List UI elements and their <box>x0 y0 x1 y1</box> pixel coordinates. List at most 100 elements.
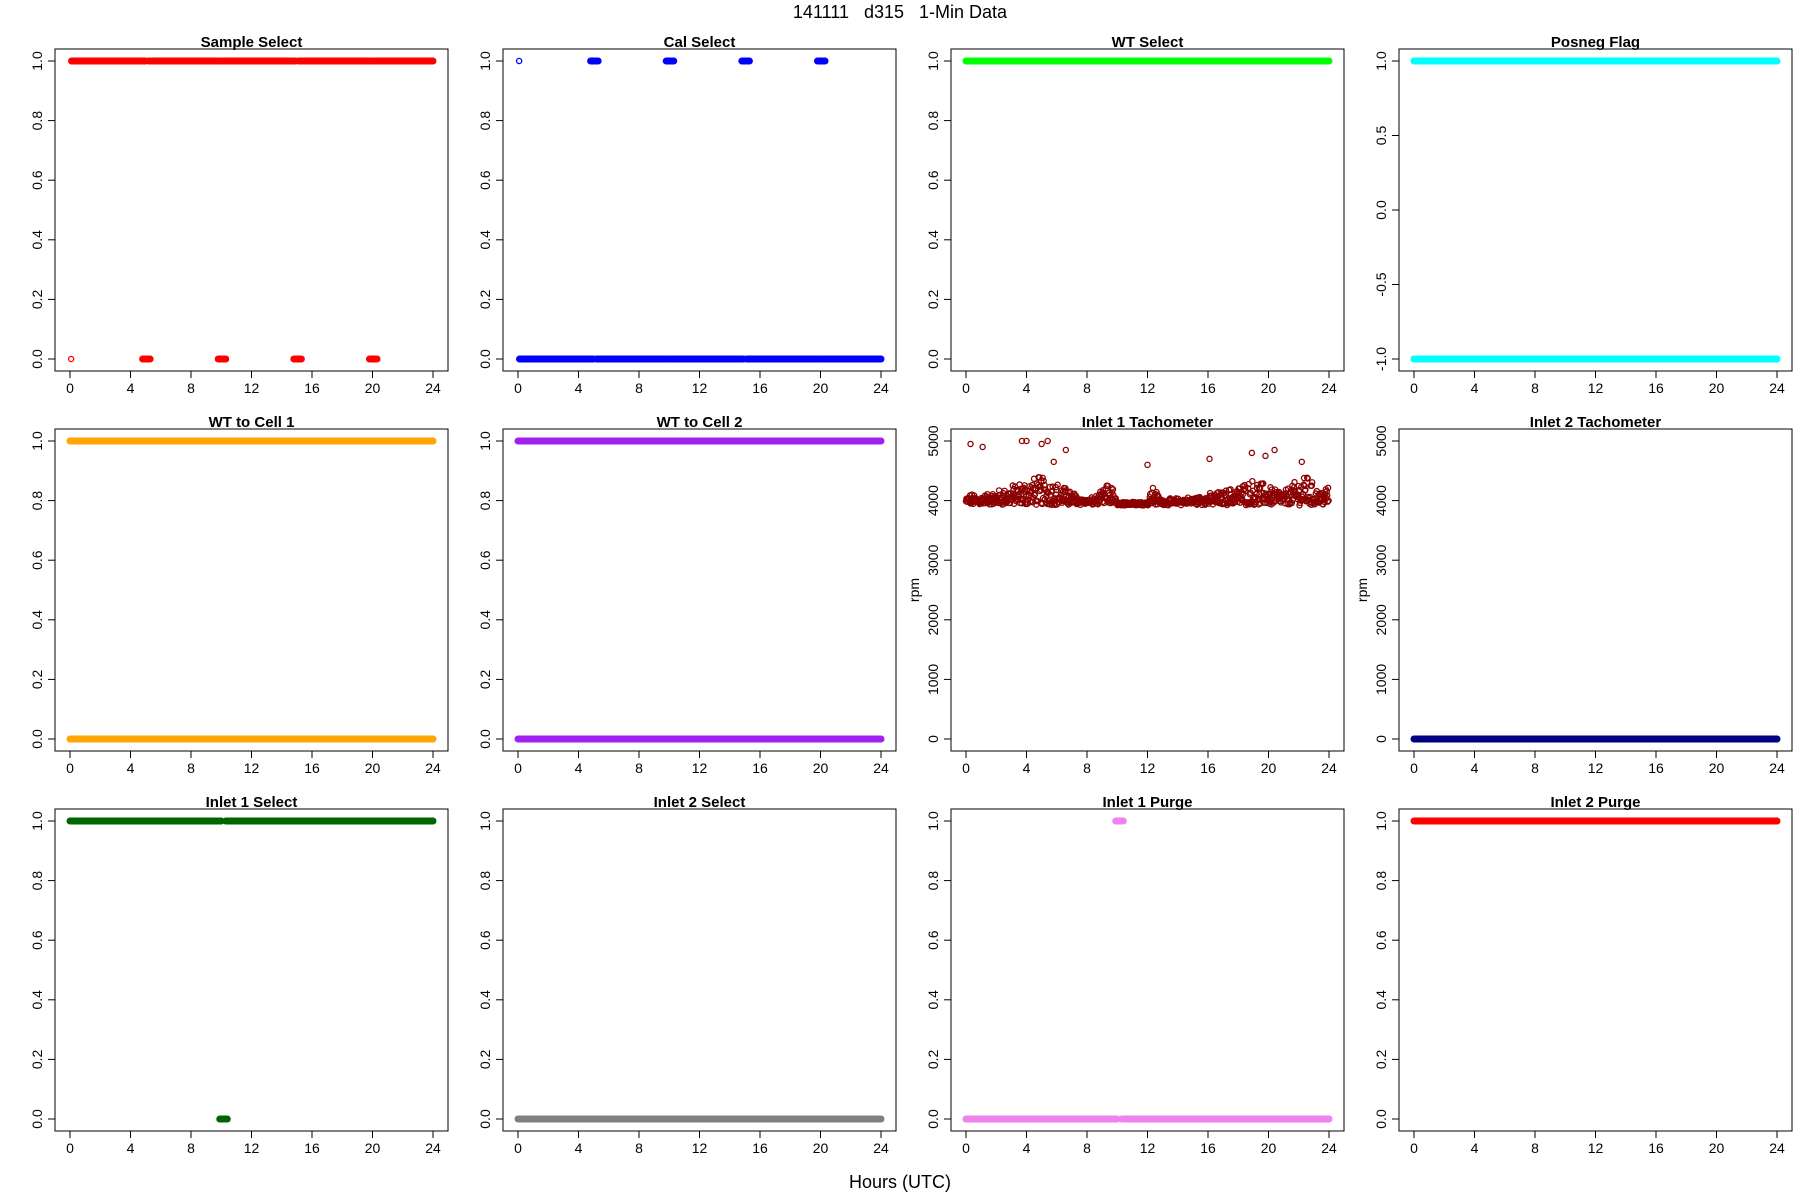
x-tick-label: 20 <box>365 380 381 396</box>
data-point <box>1288 499 1296 507</box>
x-tick-label: 8 <box>1083 380 1091 396</box>
x-tick-label: 24 <box>1769 1140 1785 1156</box>
y-tick-label: 0.8 <box>29 871 45 891</box>
x-tick-label: 24 <box>425 380 441 396</box>
y-tick-label: 0.8 <box>29 111 45 131</box>
y-tick-label: 1.0 <box>29 51 45 71</box>
y-tick-label: -0.5 <box>1373 272 1389 296</box>
y-tick-label: 1.0 <box>925 811 941 831</box>
data-point <box>967 440 974 448</box>
data-point <box>1047 491 1054 499</box>
y-tick-label: 0.2 <box>477 1049 493 1069</box>
y-tick-label: 0 <box>1373 735 1389 743</box>
plot-frame <box>502 48 897 372</box>
x-tick-label: 24 <box>873 1140 889 1156</box>
x-tick-label: 16 <box>752 760 768 776</box>
data-point <box>1300 481 1307 488</box>
y-tick-label: 5000 <box>1373 425 1389 456</box>
y-tick-label: 0.8 <box>29 491 45 511</box>
y-tick-label: 5000 <box>925 425 941 456</box>
x-tick-label: 0 <box>962 760 970 776</box>
panel: WT Select 0 4 8 12 16 20 24 0.0 0.2 0.4 0.6 0.8 1.0 <box>925 34 1345 396</box>
data-point <box>1018 437 1026 445</box>
x-tick-label: 8 <box>635 380 643 396</box>
y-tick-label: 0.6 <box>477 930 493 950</box>
x-tick-label: 4 <box>575 760 583 776</box>
y-tick-label: 0.6 <box>925 170 941 190</box>
y-tick-label: 3000 <box>925 544 941 575</box>
x-tick-label: 16 <box>1200 1140 1216 1156</box>
y-tick-label: 0.4 <box>925 990 941 1010</box>
x-tick-label: 8 <box>187 380 195 396</box>
data-point <box>1023 437 1030 445</box>
y-tick-label: 0.6 <box>29 550 45 570</box>
x-tick-label: 0 <box>514 380 522 396</box>
y-tick-label: 1.0 <box>477 431 493 451</box>
x-tick-label: 20 <box>813 380 829 396</box>
x-tick-label: 4 <box>127 760 135 776</box>
x-tick-label: 4 <box>1023 1140 1031 1156</box>
y-tick-label: 0.4 <box>29 230 45 250</box>
data-point <box>1050 458 1057 466</box>
y-tick-label: -1.0 <box>1373 347 1389 371</box>
x-tick-label: 16 <box>304 1140 320 1156</box>
panel-title: Inlet 1 Tachometer <box>1082 414 1214 431</box>
data-point <box>1109 486 1117 493</box>
figure-x-axis-label: Hours (UTC) <box>849 1172 951 1192</box>
y-tick-label: 0.6 <box>29 170 45 190</box>
x-tick-label: 8 <box>635 760 643 776</box>
data-point <box>1153 491 1161 498</box>
y-tick-label: 0.4 <box>29 990 45 1010</box>
y-tick-label: 1000 <box>925 664 941 695</box>
x-tick-label: 8 <box>1083 1140 1091 1156</box>
data-point <box>1033 501 1040 508</box>
data-point <box>1038 440 1045 448</box>
y-tick-label: 0.2 <box>477 289 493 309</box>
data-points <box>962 817 1333 1123</box>
data-point <box>1054 481 1061 488</box>
x-tick-label: 0 <box>514 760 522 776</box>
data-point <box>1206 455 1213 463</box>
data-point <box>1259 480 1267 487</box>
y-tick-label: 0.6 <box>477 170 493 190</box>
panel: Inlet 2 Tachometer 0 4 8 12 16 20 24 0 1000 2000 30… <box>1354 414 1793 776</box>
data-point <box>1062 446 1070 454</box>
x-tick-label: 12 <box>692 380 708 396</box>
y-tick-label: 0.6 <box>925 930 941 950</box>
x-tick-label: 12 <box>692 760 708 776</box>
y-tick-label: 0.2 <box>477 669 493 689</box>
y-tick-label: 3000 <box>1373 544 1389 575</box>
y-tick-label: 0.0 <box>477 349 493 369</box>
y-tick-label: 0.0 <box>1373 200 1389 220</box>
x-tick-label: 4 <box>127 380 135 396</box>
panel: Inlet 1 Select 0 4 8 12 16 20 24 0.0 0.2 0.4 0.6 0.8… <box>29 794 449 1156</box>
y-tick-label: 0.0 <box>477 1109 493 1129</box>
x-tick-label: 20 <box>1261 1140 1277 1156</box>
y-tick-label: 0.2 <box>29 1049 45 1069</box>
y-tick-label: 0.4 <box>477 610 493 630</box>
data-point <box>1308 479 1316 486</box>
data-point <box>1149 484 1157 492</box>
y-tick-label: 4000 <box>1373 485 1389 516</box>
x-tick-label: 12 <box>692 1140 708 1156</box>
x-tick-label: 20 <box>365 1140 381 1156</box>
data-point <box>1291 478 1298 486</box>
x-tick-label: 0 <box>962 380 970 396</box>
data-point <box>1308 482 1316 489</box>
y-tick-label: 1.0 <box>477 811 493 831</box>
x-tick-label: 8 <box>187 760 195 776</box>
x-tick-label: 16 <box>1200 380 1216 396</box>
data-point <box>1248 449 1256 457</box>
panel: Sample Select 0 4 8 12 16 20 24 0.0 0.2 0.4 0.6 0.8 1… <box>29 34 449 396</box>
x-tick-label: 20 <box>1709 1140 1725 1156</box>
y-tick-label: 0.6 <box>1373 930 1389 950</box>
panel: Inlet 1 Tachometer 0 4 8 12 16 20 24 0 1000 2000 30… <box>906 414 1345 776</box>
data-points <box>962 437 1332 509</box>
y-tick-label: 1000 <box>1373 664 1389 695</box>
data-point <box>1325 497 1332 504</box>
y-tick-label: 1.0 <box>1373 811 1389 831</box>
y-tick-label: 0.6 <box>477 550 493 570</box>
y-tick-label: 1.0 <box>29 431 45 451</box>
panel: Inlet 1 Purge 0 4 8 12 16 20 24 0.0 0.2 0.4 0.6 0.8 1… <box>925 794 1345 1156</box>
y-tick-label: 0.2 <box>1373 1049 1389 1069</box>
